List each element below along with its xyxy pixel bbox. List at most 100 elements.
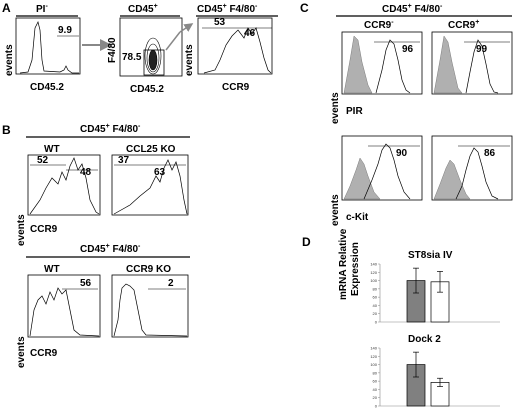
b-wt1-title: WT: [44, 144, 60, 155]
c-pir-pos-isotype: [433, 35, 463, 94]
panel-c-header: CD45+ F4/80-: [382, 3, 443, 15]
b-ko1-gate-left-value: 37: [118, 155, 130, 166]
ccr9-plot-frame: [197, 17, 273, 75]
d-y-tick-label: 0: [375, 320, 378, 325]
d-y-tick-label: 60: [373, 379, 378, 384]
c-col-pos: CCR9+: [448, 19, 479, 31]
pi-gate-value: 9.9: [58, 25, 72, 36]
b-ko2-frame: [111, 274, 189, 338]
c-bottom-xlabel: c-Kit: [346, 212, 369, 223]
b-ko2-gate-right-value: 2: [168, 278, 174, 289]
d-y-tick-label: 20: [373, 311, 378, 316]
b-ko1-trace: [113, 159, 188, 215]
b-top-xlabel: CCR9: [30, 224, 58, 235]
c-bottom-ylabel: events: [330, 194, 341, 226]
c-kit-pos-trace: [455, 147, 499, 200]
d-y-tick-label: 80: [373, 286, 378, 291]
d-y-tick-label: 0: [375, 404, 378, 409]
c-pir-neg-frame: [341, 31, 423, 95]
b-wt1-gate-right-value: 48: [80, 167, 92, 178]
pi-ylabel: events: [4, 44, 15, 76]
panel-b-header-top: CD45+ F4/80-: [80, 123, 141, 135]
b-wt2-histogram: WT 56: [27, 264, 101, 338]
b-wt1-frame: [27, 154, 101, 216]
panel-b-header-bottom: CD45+ F4/80-: [80, 243, 141, 255]
panel-a-pi-histogram: PI- 9.9 events CD45.2: [4, 3, 81, 93]
pi-plot-frame: [15, 17, 81, 75]
d-st8sia-chart: ST8sia IV 0 20 40 60 80 100 120 140: [370, 250, 500, 325]
c-kit-neg-histogram: 90: [341, 135, 423, 201]
d-y-tick-label: 140: [370, 346, 377, 351]
cd45-to-ccr9-arrow: [165, 31, 181, 51]
contour-ring: [144, 37, 162, 75]
d-y-tick-label: 40: [373, 303, 378, 308]
b-bottom-ylabel: events: [16, 336, 27, 368]
d-y-tick-label: 140: [370, 262, 377, 267]
b-wt2-trace: [29, 287, 100, 337]
b-wt1-histogram: WT 52 48: [27, 144, 101, 216]
cd45-gate-box: [143, 49, 165, 76]
cd45-title: CD45+: [128, 3, 158, 15]
b-ko1-gate-right-value: 63: [154, 167, 166, 178]
cd45-to-ccr9-arrowhead: [179, 23, 194, 33]
c-pir-pos-frame: [431, 31, 513, 95]
c-pir-neg-histogram: 96: [341, 31, 423, 95]
c-pir-neg-value: 96: [402, 44, 414, 55]
b-bottom-xlabel: CCR9: [30, 348, 58, 359]
d-y-tick-label: 20: [373, 395, 378, 400]
b-ko2-trace: [113, 283, 188, 337]
ccr9-xlabel: CCR9: [222, 82, 250, 93]
ccr9-gate-left-value: 53: [214, 17, 226, 28]
ccr9-ylabel: events: [184, 44, 195, 76]
ccr9-gate-right-value: 46: [244, 28, 256, 39]
panel-a-cd45-contour: CD45+ 78.5 F4/80 CD45.2: [107, 3, 183, 95]
c-kit-pos-value: 86: [484, 148, 496, 159]
panel-b-label: B: [2, 123, 11, 137]
panel-a-ccr9-histogram: CD45+ F4/80- 53 46 events CCR9: [184, 3, 278, 93]
b-wt1-gate-left-value: 52: [37, 155, 49, 166]
ccr9-header: CD45+ F4/80-: [197, 3, 258, 15]
d-y-tick-label: 120: [370, 270, 377, 275]
pi-xlabel: CD45.2: [30, 82, 64, 93]
cd45-xlabel: CD45.2: [130, 84, 164, 95]
b-ko2-histogram: CCR9 KO 2: [111, 264, 189, 338]
c-top-ylabel: events: [330, 92, 341, 124]
b-wt2-title: WT: [44, 264, 60, 275]
d-dock2-chart: Dock 2 0 20 40 60 80 100 120 140: [370, 334, 500, 409]
b-ko1-histogram: CCL25 KO 37 63: [111, 144, 189, 216]
c-kit-pos-frame: [431, 135, 513, 201]
b-wt1-trace: [29, 157, 100, 215]
d-chart-title: ST8sia IV: [408, 250, 453, 261]
c-kit-pos-histogram: 86: [431, 135, 513, 201]
d-y-tick-label: 100: [370, 278, 377, 283]
c-col-neg: CCR9-: [364, 19, 394, 31]
c-kit-neg-isotype: [343, 157, 381, 200]
c-pir-pos-histogram: 99: [431, 31, 513, 95]
c-pir-pos-value: 99: [476, 44, 488, 55]
panel-c-label: C: [300, 1, 309, 15]
cd45-ylabel: F4/80: [107, 37, 118, 63]
contour-core: [148, 49, 158, 71]
c-pir-neg-isotype: [343, 35, 373, 94]
c-pir-pos-trace: [465, 39, 499, 94]
d-chart-title: Dock 2: [408, 334, 441, 345]
cd45-plot-frame: [119, 17, 183, 77]
d-y-tick-label: 80: [373, 370, 378, 375]
d-y-tick-label: 120: [370, 354, 377, 359]
d-ylabel-line2: Expression: [350, 242, 361, 296]
b-top-ylabel: events: [16, 214, 27, 246]
c-kit-neg-value: 90: [396, 148, 408, 159]
c-kit-pos-isotype: [433, 159, 471, 200]
d-y-tick-label: 60: [373, 295, 378, 300]
d-y-tick-label: 100: [370, 362, 377, 367]
b-wt2-frame: [27, 274, 101, 338]
d-ylabel-line1: mRNA Relative: [338, 228, 349, 300]
panel-a-label: A: [2, 1, 11, 15]
d-y-tick-label: 40: [373, 387, 378, 392]
pi-histogram-trace: [19, 20, 79, 74]
b-ko1-title: CCL25 KO: [126, 144, 176, 155]
b-wt2-gate-right-value: 56: [80, 278, 92, 289]
ccr9-histogram-trace: [203, 27, 272, 74]
b-ko1-frame: [111, 154, 189, 216]
